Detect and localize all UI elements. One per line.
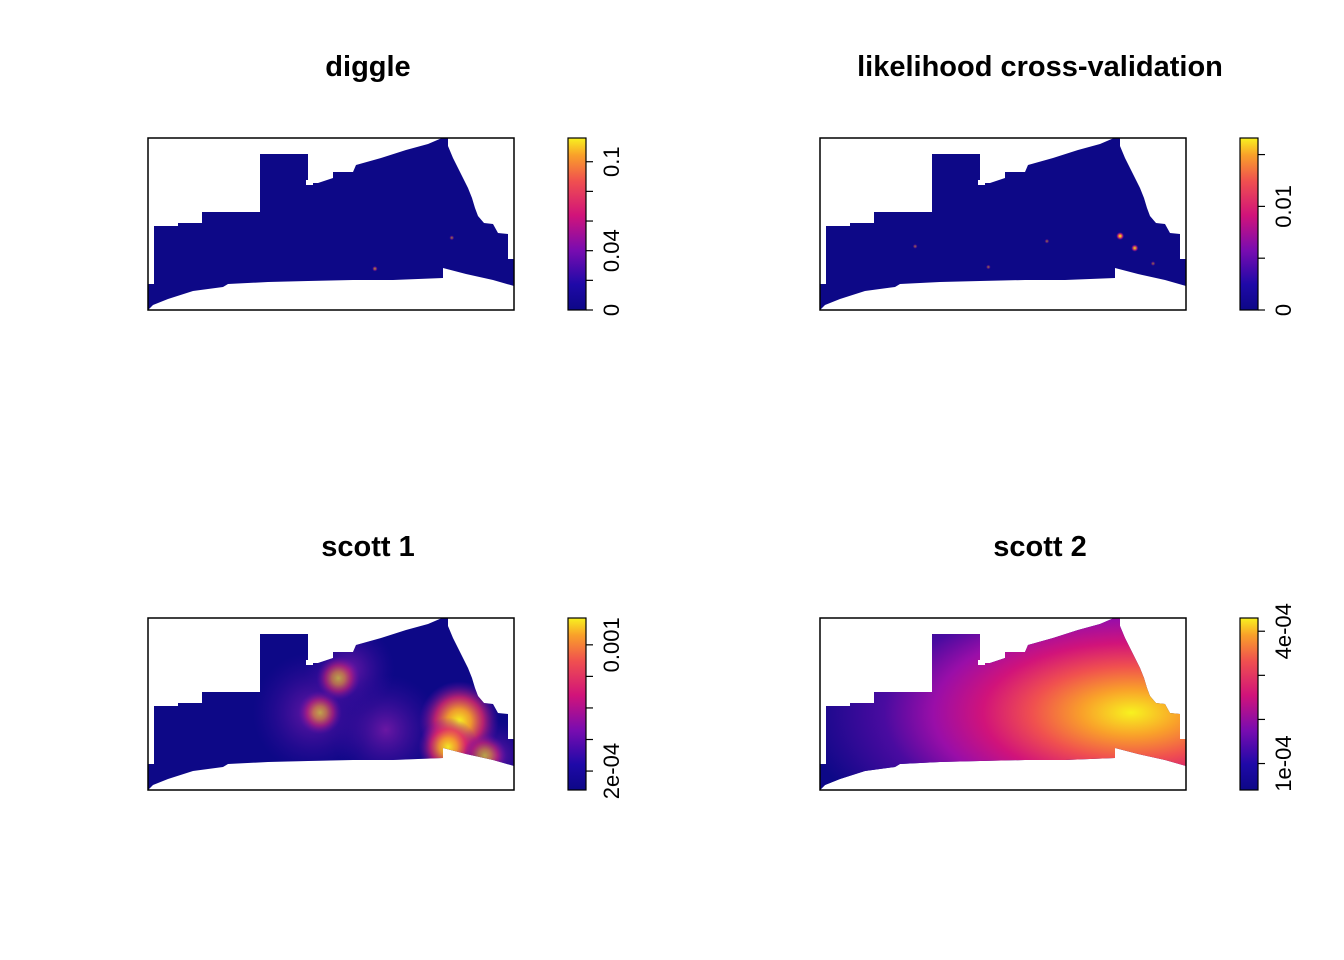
colorbar-tick-label: 4e-04 bbox=[1271, 603, 1296, 659]
panel-diggle: diggle 0 0.04 0.1 bbox=[147, 51, 624, 316]
colorbar: 1e-04 4e-04 bbox=[1239, 603, 1296, 792]
colorbar-tick-label: 0 bbox=[599, 304, 624, 316]
hotspot bbox=[912, 244, 918, 249]
density-field bbox=[820, 618, 1186, 790]
colorbar-gradient bbox=[1239, 617, 1259, 791]
colorbar-tick-label: 0 bbox=[1271, 304, 1296, 316]
colorbar-tick-label: 2e-04 bbox=[599, 743, 624, 799]
hotspot bbox=[986, 264, 991, 270]
hotspot bbox=[316, 656, 361, 700]
colorbar-tick-label: 1e-04 bbox=[1271, 735, 1296, 791]
hotspots bbox=[820, 618, 1186, 790]
colorbar: 0 0.04 0.1 bbox=[567, 137, 624, 316]
colorbar: 00.01 bbox=[1239, 137, 1296, 316]
colorbar-tick-label: 0.01 bbox=[1271, 185, 1296, 228]
study-region bbox=[148, 138, 514, 310]
plot-frame bbox=[147, 137, 515, 311]
hotspot bbox=[1116, 232, 1125, 240]
colorbar-gradient bbox=[567, 137, 587, 311]
chart-title: likelihood cross-validation bbox=[857, 51, 1223, 83]
plot-frame bbox=[147, 617, 515, 791]
plot-frame bbox=[819, 137, 1187, 311]
colorbar: 2e-04 0.001 bbox=[567, 617, 624, 799]
study-region bbox=[820, 138, 1186, 310]
hotspot bbox=[1131, 244, 1139, 252]
hotspot bbox=[462, 733, 507, 778]
panel-scott-1: scott 1 2e-04 0.001 bbox=[147, 531, 624, 799]
colorbar-tick-label: 0.1 bbox=[599, 146, 624, 177]
chart-title: scott 1 bbox=[321, 531, 414, 563]
colorbar-gradient bbox=[567, 617, 587, 791]
hotspots bbox=[372, 235, 455, 272]
colorbar-tick-label: 0.04 bbox=[599, 229, 624, 272]
hotspot bbox=[372, 265, 378, 272]
panel-likelihood-cross-validation: likelihood cross-validation 00.01 bbox=[819, 51, 1296, 316]
chart-title: scott 2 bbox=[993, 531, 1086, 563]
hotspot bbox=[298, 690, 342, 735]
colorbar-gradient bbox=[1239, 137, 1259, 311]
hotspots bbox=[912, 232, 1156, 270]
haze-blob bbox=[330, 674, 441, 785]
hotspot bbox=[1044, 238, 1050, 244]
chart-title: diggle bbox=[325, 51, 410, 83]
panel-scott-2: scott 2 1e-04 4e-04 bbox=[819, 531, 1296, 792]
hotspot bbox=[1150, 261, 1156, 266]
colorbar-tick-label: 0.001 bbox=[599, 617, 624, 672]
hotspot bbox=[449, 235, 455, 241]
plot-frame bbox=[819, 617, 1187, 791]
